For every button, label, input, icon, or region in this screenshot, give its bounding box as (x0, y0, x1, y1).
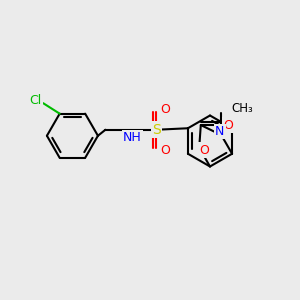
Text: CH₃: CH₃ (232, 101, 254, 115)
Text: O: O (160, 103, 170, 116)
Text: N: N (215, 125, 224, 138)
Text: Cl: Cl (29, 94, 42, 107)
Text: O: O (223, 118, 233, 132)
Text: O: O (200, 144, 209, 157)
Text: S: S (152, 123, 161, 137)
Text: O: O (160, 144, 170, 157)
Text: NH: NH (123, 131, 142, 144)
